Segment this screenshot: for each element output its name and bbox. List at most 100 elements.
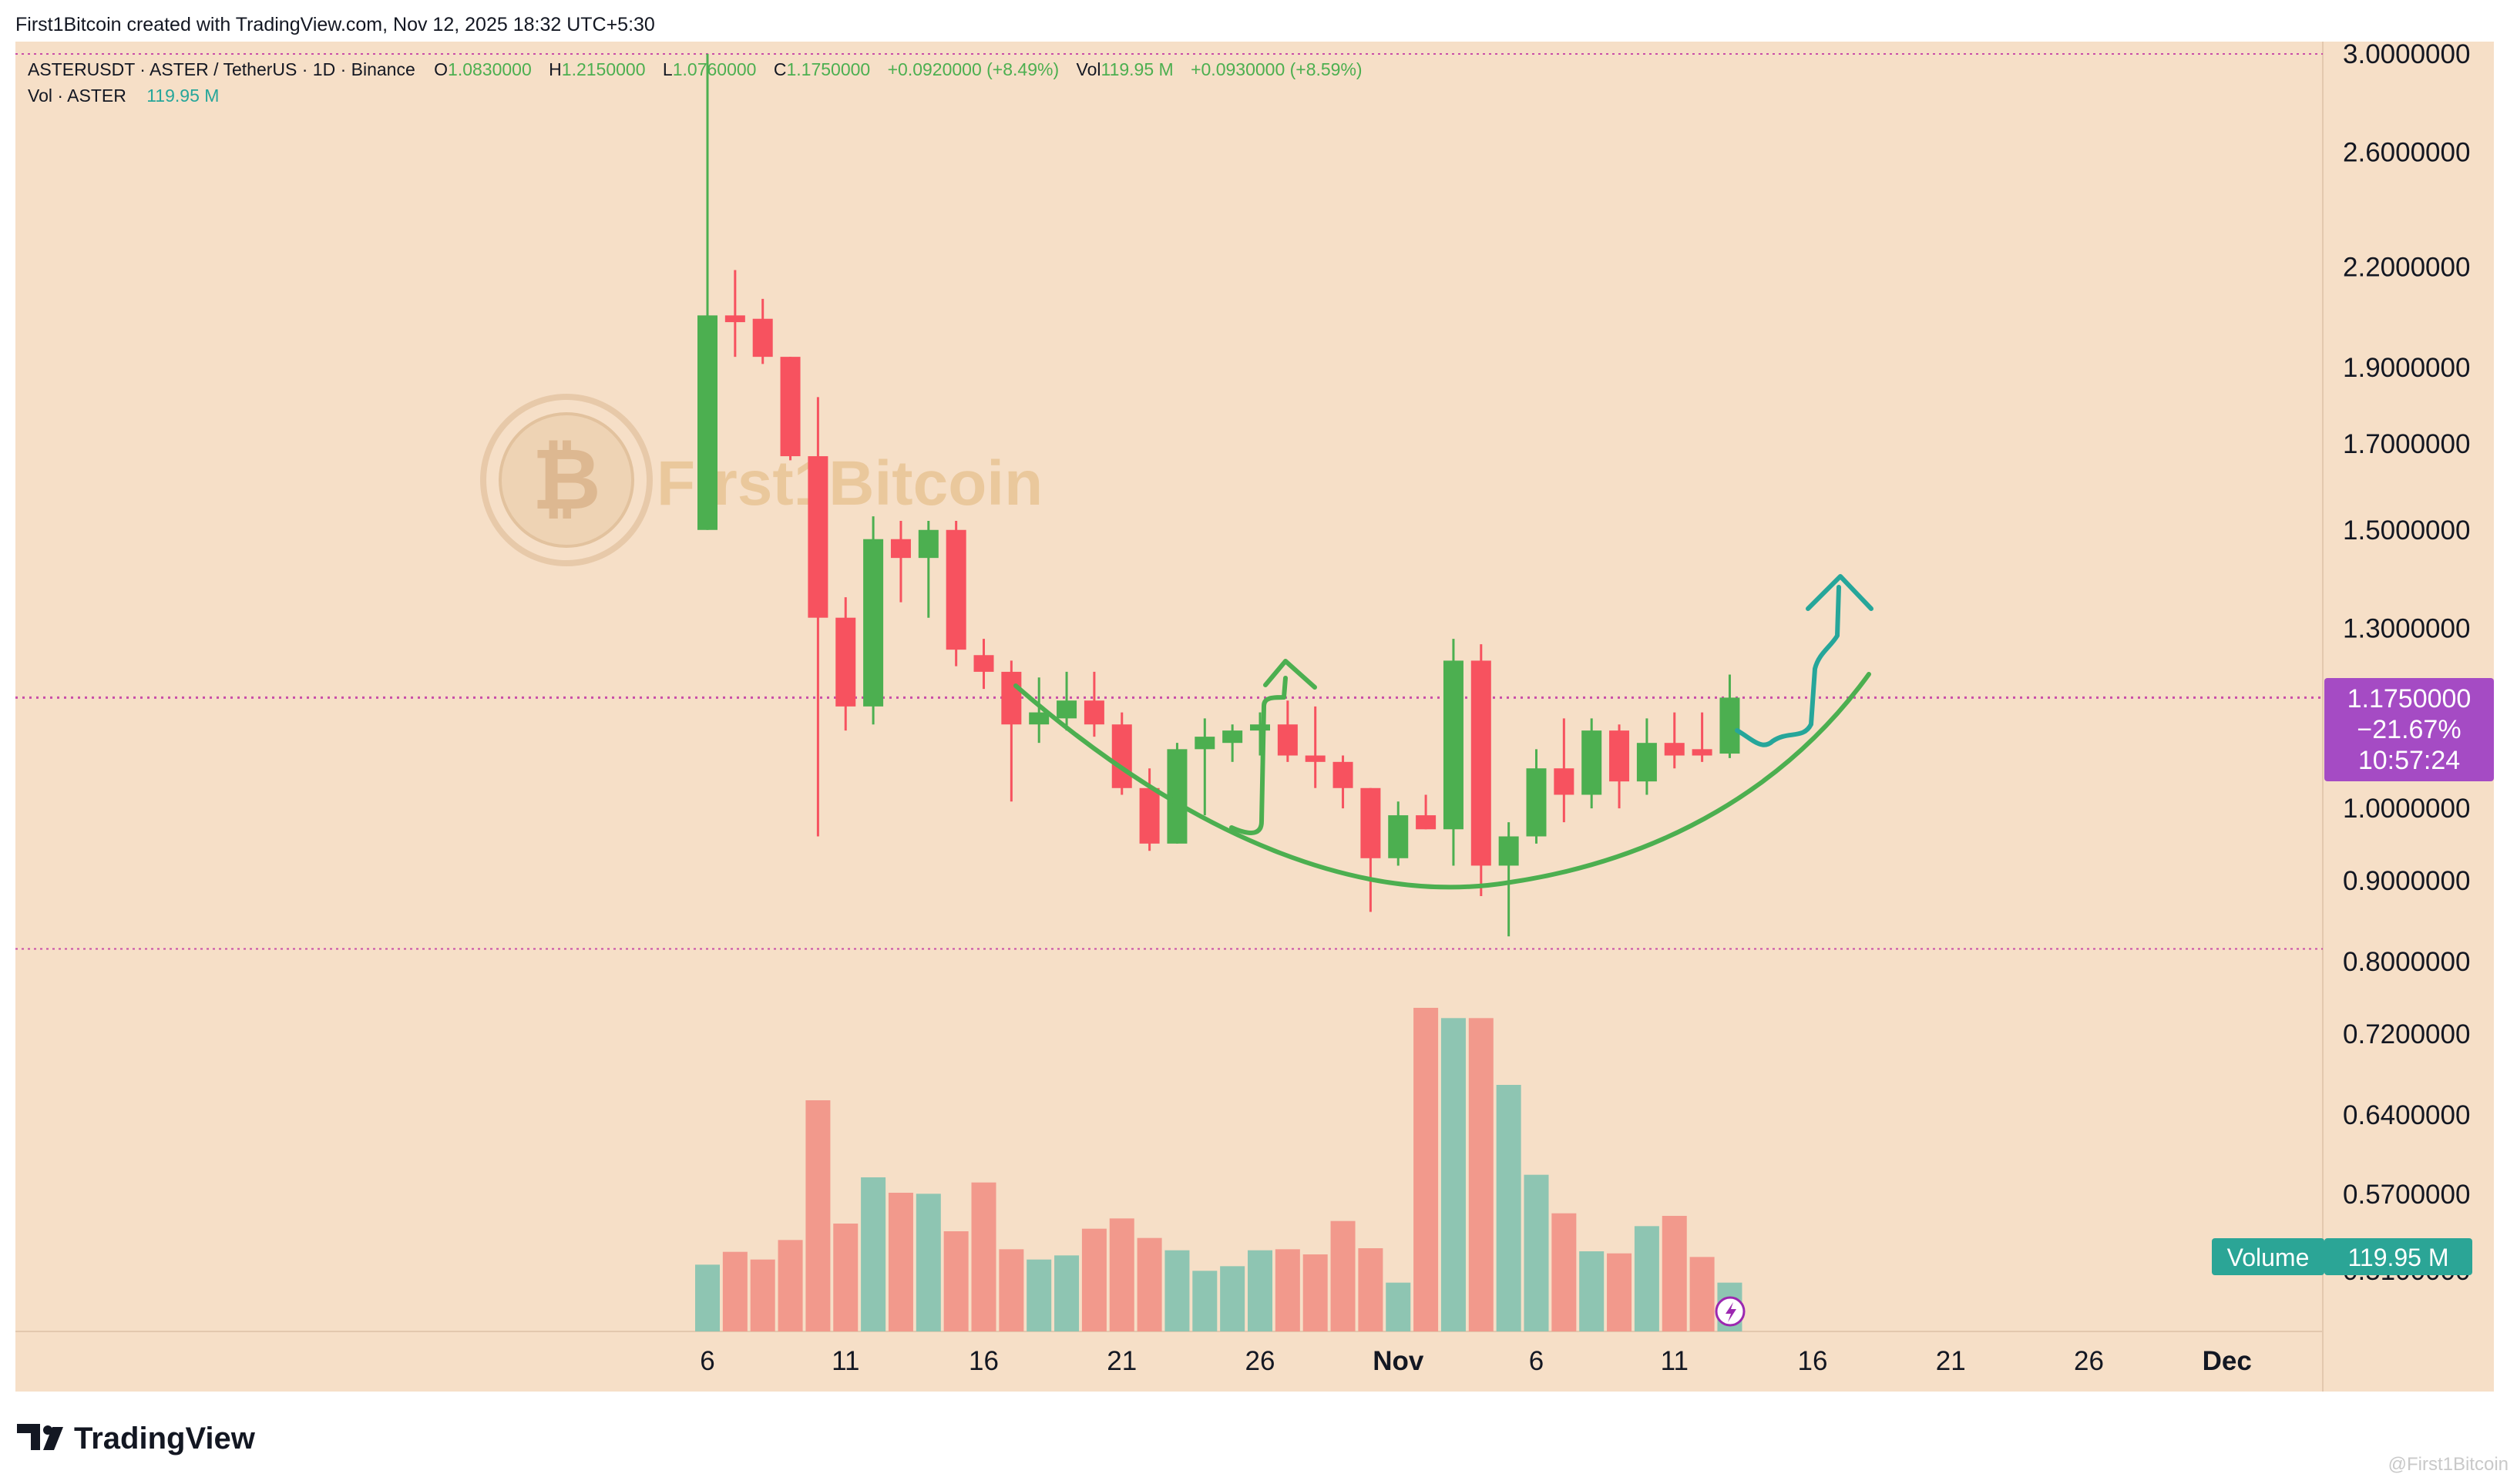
- price-tag-change: −21.67%: [2357, 715, 2461, 744]
- volume-bar: [1054, 1255, 1080, 1331]
- candle: [1526, 749, 1547, 844]
- candle: [1636, 718, 1657, 795]
- candle-body: [1111, 724, 1132, 788]
- footer-credit-mark: @First1Bitcoin: [2388, 1454, 2509, 1475]
- volume-bars: [695, 1008, 1742, 1331]
- candle: [1167, 743, 1188, 844]
- candle: [863, 516, 884, 725]
- price-tag-price: 1.1750000: [2347, 684, 2472, 713]
- last-price-tag[interactable]: 1.1750000 −21.67% 10:57:24: [2324, 678, 2494, 781]
- candle-body: [973, 655, 994, 672]
- drawings[interactable]: [1013, 574, 1873, 890]
- time-tick-label: 21: [1107, 1346, 1137, 1376]
- candle: [1664, 712, 1685, 769]
- volume-tag[interactable]: Volume 119.95 M: [2212, 1238, 2472, 1275]
- price-tick-label: 1.5000000: [2343, 515, 2470, 546]
- up-arrow-drawing[interactable]: [1229, 659, 1317, 835]
- candle: [1305, 706, 1326, 788]
- candle-body: [1305, 755, 1326, 762]
- change-value: +0.0920000 (+8.49%): [888, 59, 1060, 79]
- open-label: O: [434, 59, 448, 79]
- candle-body: [1139, 787, 1160, 844]
- price-tick-label: 1.0000000: [2343, 794, 2470, 824]
- volume-bar: [1248, 1250, 1272, 1331]
- candle: [890, 520, 911, 603]
- volume-legend-label[interactable]: Vol · ASTER: [28, 86, 126, 106]
- time-tick-label: 21: [1936, 1346, 1966, 1376]
- candle: [1139, 768, 1160, 851]
- volume-bar: [1634, 1226, 1659, 1331]
- candle: [1388, 801, 1409, 866]
- candle-body: [724, 315, 745, 323]
- candle: [1692, 712, 1712, 762]
- candle-body: [1554, 768, 1574, 795]
- candle-body: [1332, 761, 1353, 788]
- lightning-icon[interactable]: [1715, 1296, 1746, 1327]
- volume-bar: [1524, 1174, 1549, 1331]
- volume-bar: [750, 1259, 775, 1331]
- price-tick-label: 0.8000000: [2343, 947, 2470, 977]
- candle: [1332, 755, 1353, 809]
- candle-body: [1222, 730, 1243, 744]
- symbol-label[interactable]: ASTERUSDT · ASTER / TetherUS · 1D · Bina…: [28, 59, 415, 79]
- volume-bar: [1081, 1228, 1107, 1331]
- vol-change: +0.0930000 (+8.59%): [1191, 59, 1363, 79]
- price-tick-label: 0.9000000: [2343, 866, 2470, 896]
- volume-bar: [1468, 1018, 1494, 1331]
- time-axis[interactable]: 6 11 16 21 26 Nov 6 11 16 21 26 Dec: [700, 1346, 2252, 1376]
- candle-body: [1443, 660, 1463, 830]
- volume-bar: [1275, 1249, 1300, 1331]
- candle-body: [808, 456, 828, 618]
- time-tick-label: 11: [1661, 1346, 1689, 1376]
- watermark-coin-glyph: ₿: [532, 432, 601, 527]
- projected-path-arrow[interactable]: [1735, 574, 1873, 747]
- candle-body: [1029, 712, 1050, 725]
- time-tick-label: Dec: [2203, 1346, 2252, 1376]
- tradingview-logo-dot: [43, 1425, 52, 1435]
- high-label: H: [549, 59, 562, 79]
- candle-body: [890, 539, 911, 559]
- reference-lines: [15, 53, 2323, 950]
- volume-bar: [861, 1177, 886, 1331]
- chart-credit: First1Bitcoin created with TradingView.c…: [15, 14, 655, 35]
- close-label: C: [774, 59, 787, 79]
- candle-body: [1250, 724, 1270, 731]
- time-tick-label: 16: [1798, 1346, 1828, 1376]
- volume-bar: [1302, 1254, 1328, 1331]
- candle: [1111, 712, 1132, 795]
- volume-bar: [1330, 1220, 1356, 1331]
- rounded-bottom-curve[interactable]: [1013, 672, 1871, 890]
- price-axis[interactable]: 3.0000000 2.6000000 2.2000000 1.9000000 1.70…: [2343, 39, 2470, 1286]
- candle-body: [1609, 730, 1630, 782]
- volume-bar: [1109, 1218, 1134, 1331]
- chart-background: [15, 42, 2494, 1392]
- volume-bar: [1579, 1251, 1605, 1331]
- candle-body: [1470, 660, 1491, 866]
- volume-bar: [971, 1182, 996, 1331]
- volume-tag-label-box: [2212, 1238, 2324, 1275]
- low-label: L: [663, 59, 673, 79]
- tradingview-logo[interactable]: TradingView: [17, 1422, 256, 1455]
- watermark-coin-inner: [499, 412, 634, 548]
- time-tick-label: 6: [1529, 1346, 1544, 1376]
- candle: [1029, 677, 1050, 744]
- price-tick-label: 2.2000000: [2343, 252, 2470, 282]
- volume-bar: [888, 1193, 913, 1331]
- volume-bar: [778, 1240, 803, 1331]
- candle-body: [1084, 700, 1104, 725]
- candle: [780, 357, 801, 461]
- candle: [973, 639, 994, 690]
- candle: [1084, 671, 1104, 737]
- candle-body: [697, 315, 717, 530]
- volume-bar: [1192, 1271, 1218, 1331]
- time-tick-label: 26: [1245, 1346, 1275, 1376]
- candle-body: [1692, 749, 1712, 756]
- candle-body: [918, 529, 939, 559]
- volume-tag-value-box: [2324, 1238, 2472, 1275]
- volume-bar: [1551, 1213, 1577, 1331]
- candle: [1609, 724, 1630, 809]
- candle-body: [1167, 749, 1188, 844]
- volume-bar: [999, 1249, 1024, 1331]
- candle: [918, 520, 939, 618]
- candle: [1554, 718, 1574, 823]
